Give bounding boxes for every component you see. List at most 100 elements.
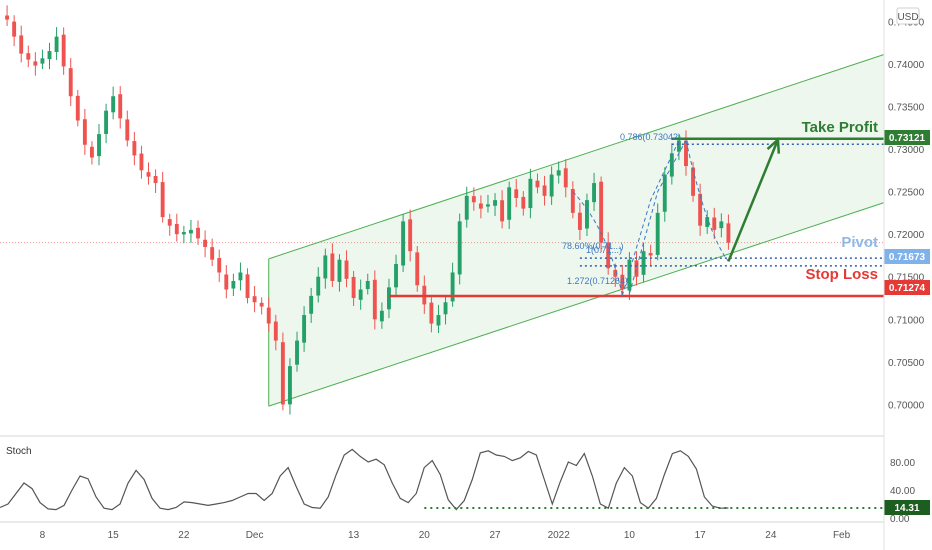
candle-body bbox=[266, 307, 271, 324]
candle-body bbox=[365, 280, 370, 290]
candle-body bbox=[478, 203, 483, 209]
candle-body bbox=[684, 140, 688, 167]
candle-body bbox=[75, 95, 80, 121]
candle-body bbox=[231, 280, 236, 289]
take-profit-tag-text: 0.73121 bbox=[889, 133, 926, 144]
fib-label-0786: 0.786(0.73042) bbox=[620, 132, 681, 142]
candle-body bbox=[174, 223, 179, 235]
candle-body bbox=[719, 221, 724, 229]
fib-swing-line-1 bbox=[621, 140, 680, 296]
candle-body bbox=[528, 178, 533, 209]
candle-body bbox=[210, 247, 215, 260]
candle-body bbox=[577, 212, 582, 230]
stoch-layer bbox=[0, 448, 884, 511]
candle-body bbox=[26, 53, 31, 60]
channel-lower-line bbox=[268, 202, 885, 407]
candle-body bbox=[655, 212, 660, 255]
candle-body bbox=[648, 253, 653, 256]
candle-body bbox=[54, 36, 59, 52]
candle-body bbox=[316, 276, 321, 296]
stoch-value-tag bbox=[884, 500, 930, 515]
candle-body bbox=[641, 251, 646, 275]
candle-body bbox=[570, 188, 575, 213]
candle-body bbox=[351, 276, 356, 299]
candle-body bbox=[676, 140, 681, 152]
candle-body bbox=[97, 134, 101, 157]
candle-body bbox=[394, 263, 398, 288]
candle-body bbox=[372, 279, 377, 320]
candle-body bbox=[330, 253, 335, 281]
candle-body bbox=[486, 204, 490, 207]
candle-body bbox=[698, 193, 703, 226]
candle-body bbox=[259, 302, 264, 307]
candle-body bbox=[599, 181, 604, 243]
fib-swing-line-2 bbox=[628, 140, 687, 294]
candle-body bbox=[613, 269, 618, 277]
stoch-tick-label: 40.00 bbox=[890, 486, 915, 497]
channel-layer bbox=[268, 54, 885, 407]
currency-label: USD bbox=[897, 12, 918, 23]
candle-body bbox=[443, 302, 448, 315]
candle-body bbox=[217, 258, 222, 273]
candle-body bbox=[153, 176, 158, 184]
time-tick-label: 8 bbox=[40, 530, 46, 541]
time-tick-label: 27 bbox=[489, 530, 501, 541]
fib-arc-line-2 bbox=[685, 140, 729, 262]
candle-body bbox=[436, 315, 441, 326]
candle-body bbox=[344, 260, 349, 279]
candle-body bbox=[521, 196, 526, 209]
candle-body bbox=[585, 200, 589, 229]
price-tick-label: 0.72000 bbox=[888, 230, 925, 241]
projection-arrow-line bbox=[727, 139, 780, 262]
candle-body bbox=[500, 200, 505, 222]
candle-body bbox=[323, 255, 328, 279]
stoch-tick-label: 0.00 bbox=[890, 514, 910, 525]
candle-body bbox=[634, 260, 639, 277]
price-tick-label: 0.73000 bbox=[888, 145, 925, 156]
candle-body bbox=[662, 174, 667, 212]
price-tick-label: 0.70500 bbox=[888, 358, 925, 369]
candle-body bbox=[125, 119, 130, 141]
candle-body bbox=[627, 259, 632, 291]
price-tick-label: 0.74000 bbox=[888, 60, 925, 71]
candle-body bbox=[429, 302, 434, 324]
candle-body bbox=[288, 366, 292, 405]
candle-body bbox=[40, 58, 45, 64]
candle-body bbox=[252, 296, 257, 303]
candle-body bbox=[450, 272, 455, 302]
pivot-tag-text: 0.71673 bbox=[889, 252, 926, 263]
candle-body bbox=[542, 185, 547, 196]
candle-body bbox=[712, 217, 717, 230]
stoch-axis: 0.00 40.00 80.00 bbox=[890, 458, 915, 525]
fib-label-1: 1(0.71...) bbox=[586, 245, 622, 255]
candle-body bbox=[309, 295, 314, 314]
candle-body bbox=[61, 34, 66, 67]
candle-body bbox=[379, 310, 384, 322]
price-axis: 0.70000 0.70500 0.71000 0.71500 0.72000 0.725… bbox=[888, 17, 925, 411]
time-tick-label: 13 bbox=[348, 530, 360, 541]
candle-body bbox=[181, 232, 186, 235]
stop-loss-label: Stop Loss bbox=[805, 266, 878, 283]
price-tick-label: 0.71500 bbox=[888, 273, 925, 284]
channel-fill bbox=[268, 54, 885, 407]
stoch-title: Stoch bbox=[6, 446, 32, 457]
candle-body bbox=[132, 141, 137, 156]
currency-badge[interactable] bbox=[896, 7, 920, 25]
candle-body bbox=[535, 180, 540, 188]
price-tick-label: 0.71000 bbox=[888, 315, 925, 326]
fib-label-786: 78.60%(0.71...) bbox=[562, 241, 624, 251]
price-tick-label: 0.73500 bbox=[888, 102, 925, 113]
stoch-line bbox=[0, 448, 729, 511]
candle-body bbox=[549, 174, 554, 197]
candle-body bbox=[203, 239, 208, 247]
candle-body bbox=[47, 51, 52, 60]
fib-layer bbox=[572, 140, 729, 296]
candle-body bbox=[457, 221, 462, 275]
candle-body bbox=[19, 35, 24, 54]
candle-body bbox=[606, 242, 611, 269]
candle-body bbox=[111, 96, 116, 113]
time-tick-label: 20 bbox=[419, 530, 431, 541]
candle-body bbox=[408, 219, 413, 252]
candle-body bbox=[280, 342, 285, 405]
candle-body bbox=[337, 259, 342, 282]
